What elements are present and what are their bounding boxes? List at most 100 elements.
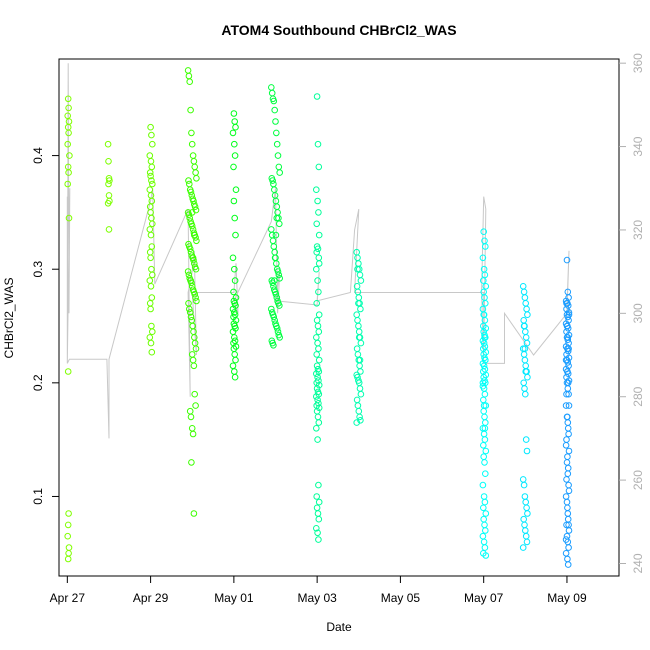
data-point (106, 177, 113, 184)
data-point (314, 436, 321, 443)
data-point (64, 555, 72, 563)
data-point (230, 163, 237, 171)
data-point (65, 510, 72, 517)
data-point (271, 254, 279, 262)
data-point (272, 231, 280, 239)
data-point (276, 220, 283, 228)
data-point (315, 163, 323, 171)
data-point (232, 356, 239, 364)
data-point (185, 177, 192, 184)
data-point (565, 544, 572, 551)
data-point (104, 140, 112, 148)
data-point (186, 309, 194, 316)
track-layer (66, 63, 572, 439)
data-point (565, 402, 573, 409)
data-point (273, 294, 281, 301)
data-point (482, 243, 489, 250)
data-point (481, 459, 488, 466)
data-point (482, 283, 490, 290)
data-point (105, 180, 112, 188)
data-point (315, 536, 322, 543)
data-point (482, 470, 489, 478)
data-point (184, 268, 192, 275)
data-point (147, 231, 155, 239)
data-point (147, 305, 154, 313)
data-point (191, 203, 199, 210)
data-point (562, 536, 570, 543)
data-point (276, 169, 284, 176)
data-point (272, 290, 280, 298)
x-tick-label: May 09 (547, 591, 587, 605)
track-line (66, 63, 572, 439)
data-point (188, 222, 196, 230)
data-point (147, 254, 154, 262)
data-point (187, 188, 195, 196)
data-point (564, 334, 572, 341)
data-point (193, 237, 200, 245)
data-point (274, 268, 282, 275)
data-point (64, 368, 72, 375)
data-point (186, 245, 194, 253)
data-point (313, 265, 320, 273)
data-point (146, 169, 154, 176)
data-point (481, 544, 489, 551)
data-point (189, 430, 197, 438)
data-point (273, 325, 281, 332)
data-point (65, 129, 72, 137)
data-point (563, 300, 570, 307)
x-tick-label: Apr 29 (133, 591, 169, 605)
data-point (563, 256, 571, 264)
data-point (148, 197, 156, 205)
data-point (231, 152, 239, 159)
y2-tick-label: 300 (631, 303, 645, 323)
data-point (524, 373, 531, 381)
data-point (148, 131, 155, 139)
data-point (315, 288, 322, 296)
data-point (149, 220, 156, 228)
data-point (66, 152, 73, 159)
data-point (523, 538, 531, 546)
data-point (190, 510, 198, 517)
data-point (357, 368, 364, 375)
data-point (149, 140, 156, 148)
y2-tick-label: 260 (631, 470, 645, 490)
data-point (480, 351, 488, 358)
data-point (563, 390, 570, 398)
data-point (229, 129, 237, 137)
data-point (314, 245, 322, 253)
data-point (356, 356, 364, 364)
data-point (185, 271, 193, 279)
data-point (565, 390, 572, 398)
data-point (564, 336, 572, 344)
data-point (273, 140, 281, 148)
data-point (147, 172, 154, 180)
x-tick-label: May 01 (214, 591, 254, 605)
data-point (188, 459, 195, 466)
data-point (480, 228, 488, 235)
data-point (190, 362, 198, 370)
data-point (232, 343, 240, 350)
series-1 (104, 140, 113, 233)
data-point (522, 436, 530, 443)
series-3 (184, 67, 200, 517)
data-point (482, 447, 490, 455)
data-point (313, 385, 321, 392)
data-point (191, 290, 198, 298)
data-point (523, 339, 531, 347)
series-4 (229, 110, 240, 381)
data-point (192, 402, 199, 409)
data-point (480, 277, 487, 284)
data-point (314, 140, 322, 148)
series-2 (146, 123, 156, 356)
series-8 (479, 228, 490, 559)
data-point (65, 214, 73, 222)
data-point (564, 561, 572, 568)
data-point (315, 345, 322, 353)
data-point (187, 106, 194, 114)
data-point (274, 152, 282, 159)
data-point (313, 362, 321, 370)
data-point (232, 231, 239, 239)
y2-tick-label: 340 (631, 136, 645, 156)
y2-tick-label: 320 (631, 220, 645, 240)
data-point (562, 356, 570, 364)
